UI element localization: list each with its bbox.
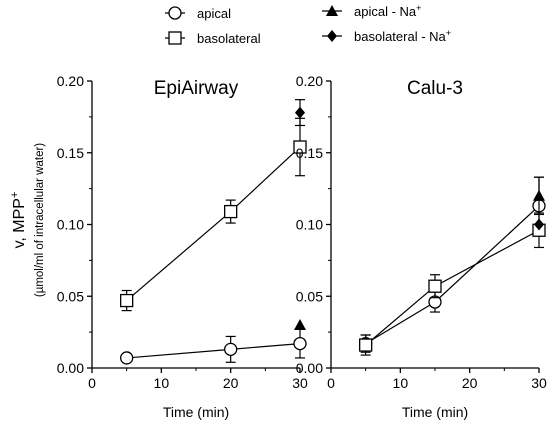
y-tick-label: 0.15 xyxy=(57,145,84,161)
data-point xyxy=(428,279,442,293)
y-axis-title-sub: (µmol/ml of intracellular water) xyxy=(34,143,46,297)
series xyxy=(533,176,545,216)
y-tick-label: 0.20 xyxy=(296,73,323,89)
data-point xyxy=(294,318,306,330)
y-tick-label: 0.15 xyxy=(296,145,323,161)
legend: apical basolateral apical - Na+ basolateral… xyxy=(165,3,451,46)
y-tick-label: 0.20 xyxy=(57,73,84,89)
panel-title: EpiAirway xyxy=(154,78,239,99)
x-tick-label: 20 xyxy=(462,375,478,391)
legend-marker xyxy=(327,30,337,42)
legend-item: apical xyxy=(165,6,231,21)
series-line xyxy=(126,343,301,359)
series xyxy=(359,212,546,356)
legend-label: basolateral xyxy=(197,31,261,46)
data-point xyxy=(534,218,544,231)
chart-panel: 0.00 0.05 0.10 0.15 0.20 0 10 20 30 Calu-3 Time (m… xyxy=(296,73,547,420)
y-axis-title: v, MPP+ (µmol/ml of intracellular water) xyxy=(9,143,46,297)
y-tick-label: 0.10 xyxy=(296,217,323,233)
y-tick-label: 0.05 xyxy=(57,288,84,304)
data-point xyxy=(120,293,134,308)
x-tick-label: 0 xyxy=(88,375,96,391)
x-tick-label: 0 xyxy=(327,375,335,391)
series xyxy=(534,218,544,231)
legend-label: apical - Na+ xyxy=(354,3,421,19)
legend-item: apical - Na+ xyxy=(322,3,421,19)
series xyxy=(120,328,307,365)
legend-item: basolateral xyxy=(165,31,261,46)
panel-title: Calu-3 xyxy=(407,78,463,99)
y-tick-label: 0.00 xyxy=(57,360,84,376)
x-tick-label: 30 xyxy=(531,375,547,391)
x-tick-label: 30 xyxy=(292,375,308,391)
data-point xyxy=(293,336,307,351)
x-axis-title: Time (min) xyxy=(402,404,468,420)
x-tick-label: 10 xyxy=(393,375,409,391)
chart-panel: 0.00 0.05 0.10 0.15 0.20 0 10 20 30 EpiAirway Time… xyxy=(57,73,308,420)
legend-item: basolateral - Na+ xyxy=(322,28,451,44)
y-axis-title-main: v, MPP+ xyxy=(9,192,28,249)
legend-label: basolateral - Na+ xyxy=(354,28,451,44)
y-tick-label: 0.05 xyxy=(296,288,323,304)
data-point xyxy=(120,351,134,365)
data-point xyxy=(295,106,305,119)
y-tick-label: 0.10 xyxy=(57,217,84,233)
series xyxy=(295,99,305,127)
legend-marker xyxy=(326,5,338,16)
data-point xyxy=(224,204,238,219)
x-tick-label: 10 xyxy=(154,375,170,391)
series xyxy=(294,318,306,330)
x-axis-title: Time (min) xyxy=(163,404,229,420)
legend-marker xyxy=(168,6,182,20)
legend-label: apical xyxy=(197,6,231,21)
data-point xyxy=(359,338,373,352)
legend-marker xyxy=(168,31,182,45)
y-tick-label: 0.00 xyxy=(296,360,323,376)
series xyxy=(120,117,307,312)
data-point xyxy=(533,189,545,201)
series-line xyxy=(126,146,301,302)
data-point xyxy=(224,342,238,356)
x-tick-label: 20 xyxy=(223,375,239,391)
data-point xyxy=(293,140,307,154)
